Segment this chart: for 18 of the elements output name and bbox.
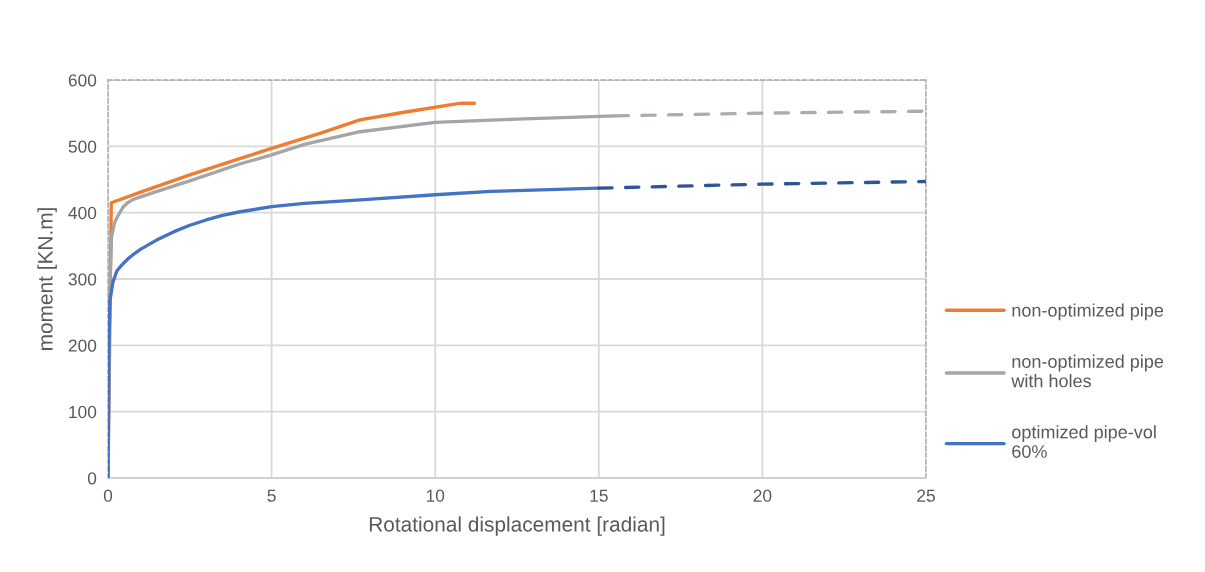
y-tick-label: 500 [68, 140, 97, 153]
x-tick-label: 0 [103, 489, 113, 502]
y-tick-label: 600 [68, 74, 97, 87]
x-tick-label: 5 [267, 489, 276, 502]
legend-label: optimized pipe-vol 60% [1012, 425, 1156, 458]
y-axis-title: moment [KN.m] [37, 208, 57, 350]
legend-label: non-optimized pipe with holes [1011, 354, 1164, 388]
y-tick-label: 300 [68, 273, 97, 286]
legend-label: non-optimized pipe [1012, 303, 1164, 321]
y-tick-label: 400 [68, 206, 97, 220]
x-tick-label: 25 [917, 489, 935, 502]
y-tick-label: 100 [69, 405, 97, 419]
x-axis-title: Rotational displacement [radian] [369, 516, 665, 536]
x-tick-label: 10 [426, 489, 445, 502]
y-tick-label: 200 [68, 339, 97, 352]
x-tick-label: 15 [590, 489, 608, 502]
y-tick-label: 0 [87, 472, 97, 485]
x-tick-label: 20 [753, 489, 772, 502]
